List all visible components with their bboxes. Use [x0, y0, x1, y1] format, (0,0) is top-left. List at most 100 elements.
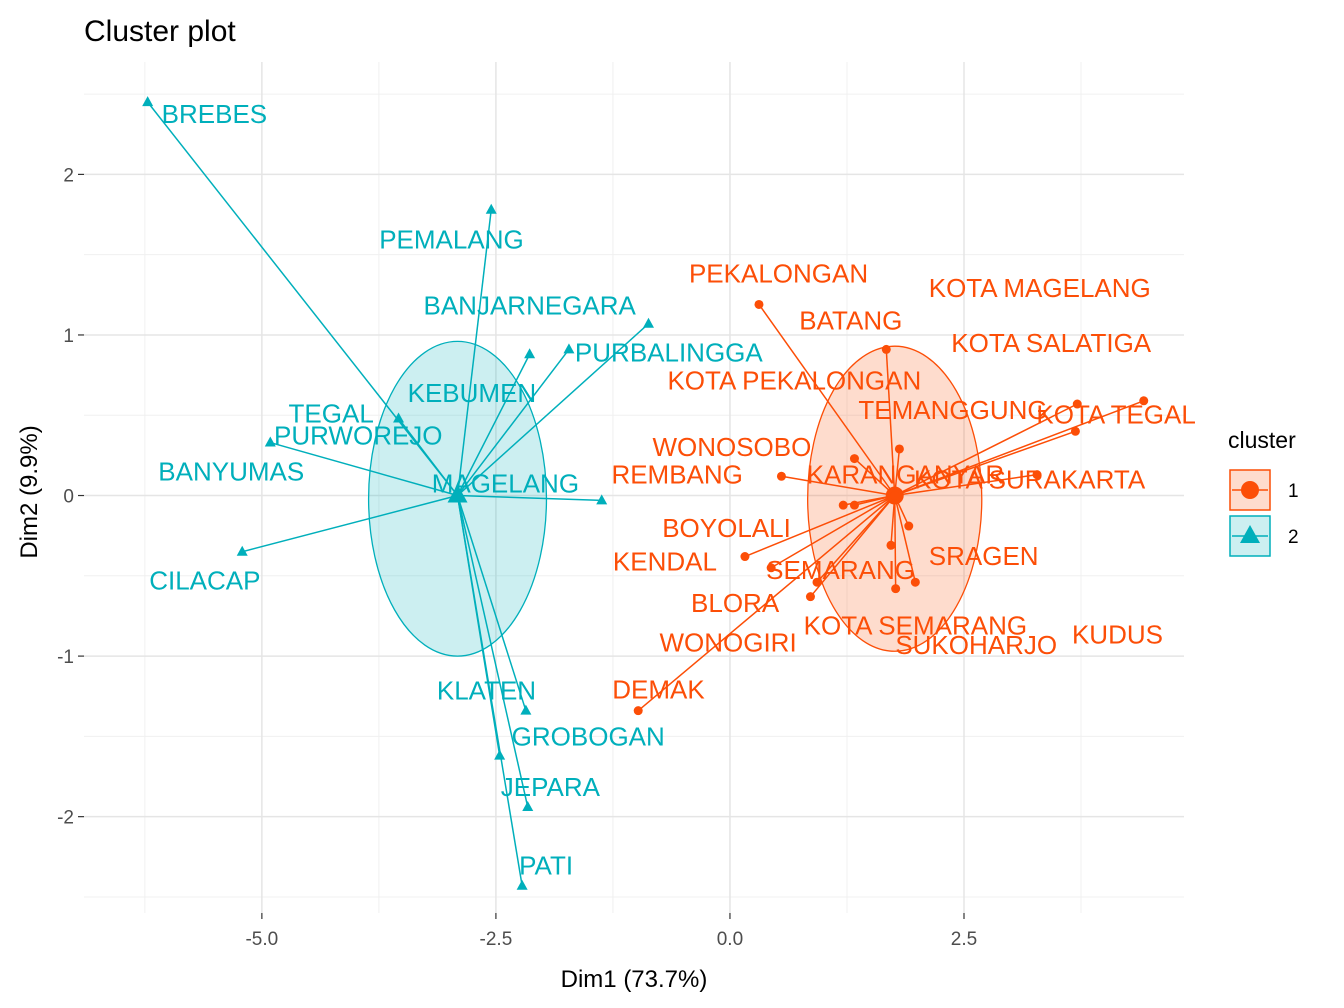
- point-label: KEBUMEN: [408, 378, 537, 408]
- spoke-line: [894, 400, 1145, 497]
- data-point: [485, 203, 497, 214]
- legend-key-marker: [1240, 525, 1260, 543]
- point-label: TEGAL: [289, 398, 374, 428]
- spoke-line: [894, 403, 1078, 497]
- point-label: DEMAK: [612, 675, 705, 705]
- legend-label: 2: [1288, 527, 1299, 548]
- point-label: KOTA SURAKARTA: [914, 465, 1146, 495]
- data-point: [740, 552, 750, 562]
- spoke-line: [781, 475, 895, 497]
- spoke-line: [456, 353, 531, 496]
- spoke-line: [456, 495, 529, 808]
- point-label: KOTA MAGELANG: [929, 273, 1151, 303]
- y-axis-label: Dim2 (9.9%): [16, 425, 43, 558]
- legend: cluster 1 2: [1228, 427, 1299, 557]
- spoke-line: [457, 323, 650, 497]
- data-point: [766, 563, 776, 573]
- spoke-line: [894, 430, 1076, 497]
- point-label: WONOSOBO: [652, 432, 811, 462]
- data-point: [522, 801, 534, 812]
- legend-item-1: 1: [1229, 469, 1299, 511]
- legend-key-marker: [1241, 481, 1259, 499]
- spoke-line: [893, 495, 897, 589]
- data-point: [894, 444, 904, 454]
- chart-title: Cluster plot: [84, 15, 236, 48]
- legend-title: cluster: [1228, 427, 1296, 453]
- point-label: KOTA TEGAL: [1036, 399, 1195, 429]
- point-label: PURWOREJO: [274, 421, 443, 451]
- spoke-line: [147, 101, 459, 496]
- data-point: [904, 521, 914, 531]
- point-label: BANJARNEGARA: [424, 291, 637, 321]
- spoke-line: [456, 348, 570, 496]
- point-labels: PEKALONGAN BATANG KOTA MAGELANG KOTA SALATI…: [149, 99, 1196, 881]
- data-point: [142, 96, 154, 107]
- data-point: [393, 412, 405, 423]
- point-label: WONOGIRI: [659, 628, 796, 658]
- data-point: [805, 592, 815, 602]
- spoke-line: [397, 418, 459, 496]
- point-label: KLATEN: [437, 676, 536, 706]
- data-point: [891, 584, 901, 594]
- point-label: PATI: [519, 851, 573, 881]
- point-label: PEMALANG: [379, 225, 523, 255]
- point-label: JEPARA: [501, 772, 601, 802]
- point-label: BLORA: [691, 588, 780, 618]
- data-points: [142, 96, 1149, 890]
- point-label: BANYUMAS: [158, 457, 304, 487]
- spoke-line: [637, 494, 896, 712]
- data-point: [910, 577, 920, 587]
- x-axis-label: Dim1 (73.7%): [561, 966, 708, 993]
- cluster-spokes: [147, 101, 1145, 886]
- data-point: [754, 299, 764, 309]
- spoke-line: [456, 495, 523, 886]
- data-point: [1070, 426, 1080, 436]
- point-label: BATANG: [799, 305, 902, 335]
- spoke-line: [456, 209, 492, 496]
- spoke-line: [894, 473, 1038, 497]
- x-tick-label: -2.5: [480, 929, 513, 950]
- spoke-line: [270, 441, 458, 497]
- legend-item-2: 2: [1229, 515, 1299, 557]
- spoke-line: [242, 494, 458, 553]
- spoke-line: [853, 458, 896, 497]
- point-label: CILACAP: [149, 566, 260, 596]
- point-label: SEMARANG: [766, 555, 915, 585]
- spoke-line: [744, 494, 896, 558]
- y-tick-label: 1: [63, 326, 74, 347]
- spoke-line: [457, 494, 602, 502]
- x-tick-label: -5.0: [245, 929, 278, 950]
- y-tick-label: 0: [63, 487, 74, 508]
- x-tick-label: 0.0: [717, 929, 743, 950]
- point-label: KENDAL: [613, 547, 717, 577]
- legend-label: 1: [1288, 481, 1299, 502]
- point-label: PURBALINGGA: [575, 337, 763, 367]
- spoke-line: [770, 494, 896, 569]
- point-label: KOTA PEKALONGAN: [667, 366, 921, 396]
- spoke-line: [758, 304, 896, 496]
- point-label: KOTA SALATIGA: [951, 328, 1152, 358]
- data-point: [452, 489, 464, 500]
- y-tick-label: -2: [57, 808, 74, 829]
- y-tick-label: 2: [63, 165, 74, 186]
- data-point: [633, 706, 643, 716]
- point-label: KARANGANYAR: [807, 460, 1004, 490]
- data-point: [776, 471, 786, 481]
- data-point: [494, 749, 506, 760]
- data-point: [264, 436, 276, 447]
- point-label: TEMANGGUNG: [858, 395, 1047, 425]
- point-label: BOYOLALI: [662, 513, 791, 543]
- data-point: [1139, 396, 1149, 406]
- x-tick-label: 2.5: [951, 929, 977, 950]
- data-point: [596, 494, 608, 505]
- data-point: [1032, 470, 1042, 480]
- y-tick-label: -1: [57, 647, 74, 668]
- point-label: PEKALONGAN: [689, 258, 868, 288]
- data-point: [524, 348, 536, 359]
- data-point: [849, 454, 859, 464]
- data-point: [890, 491, 900, 501]
- data-point: [881, 344, 891, 354]
- y-axis-ticks: -2 -1 0 1 2: [57, 165, 84, 829]
- data-point: [520, 704, 532, 715]
